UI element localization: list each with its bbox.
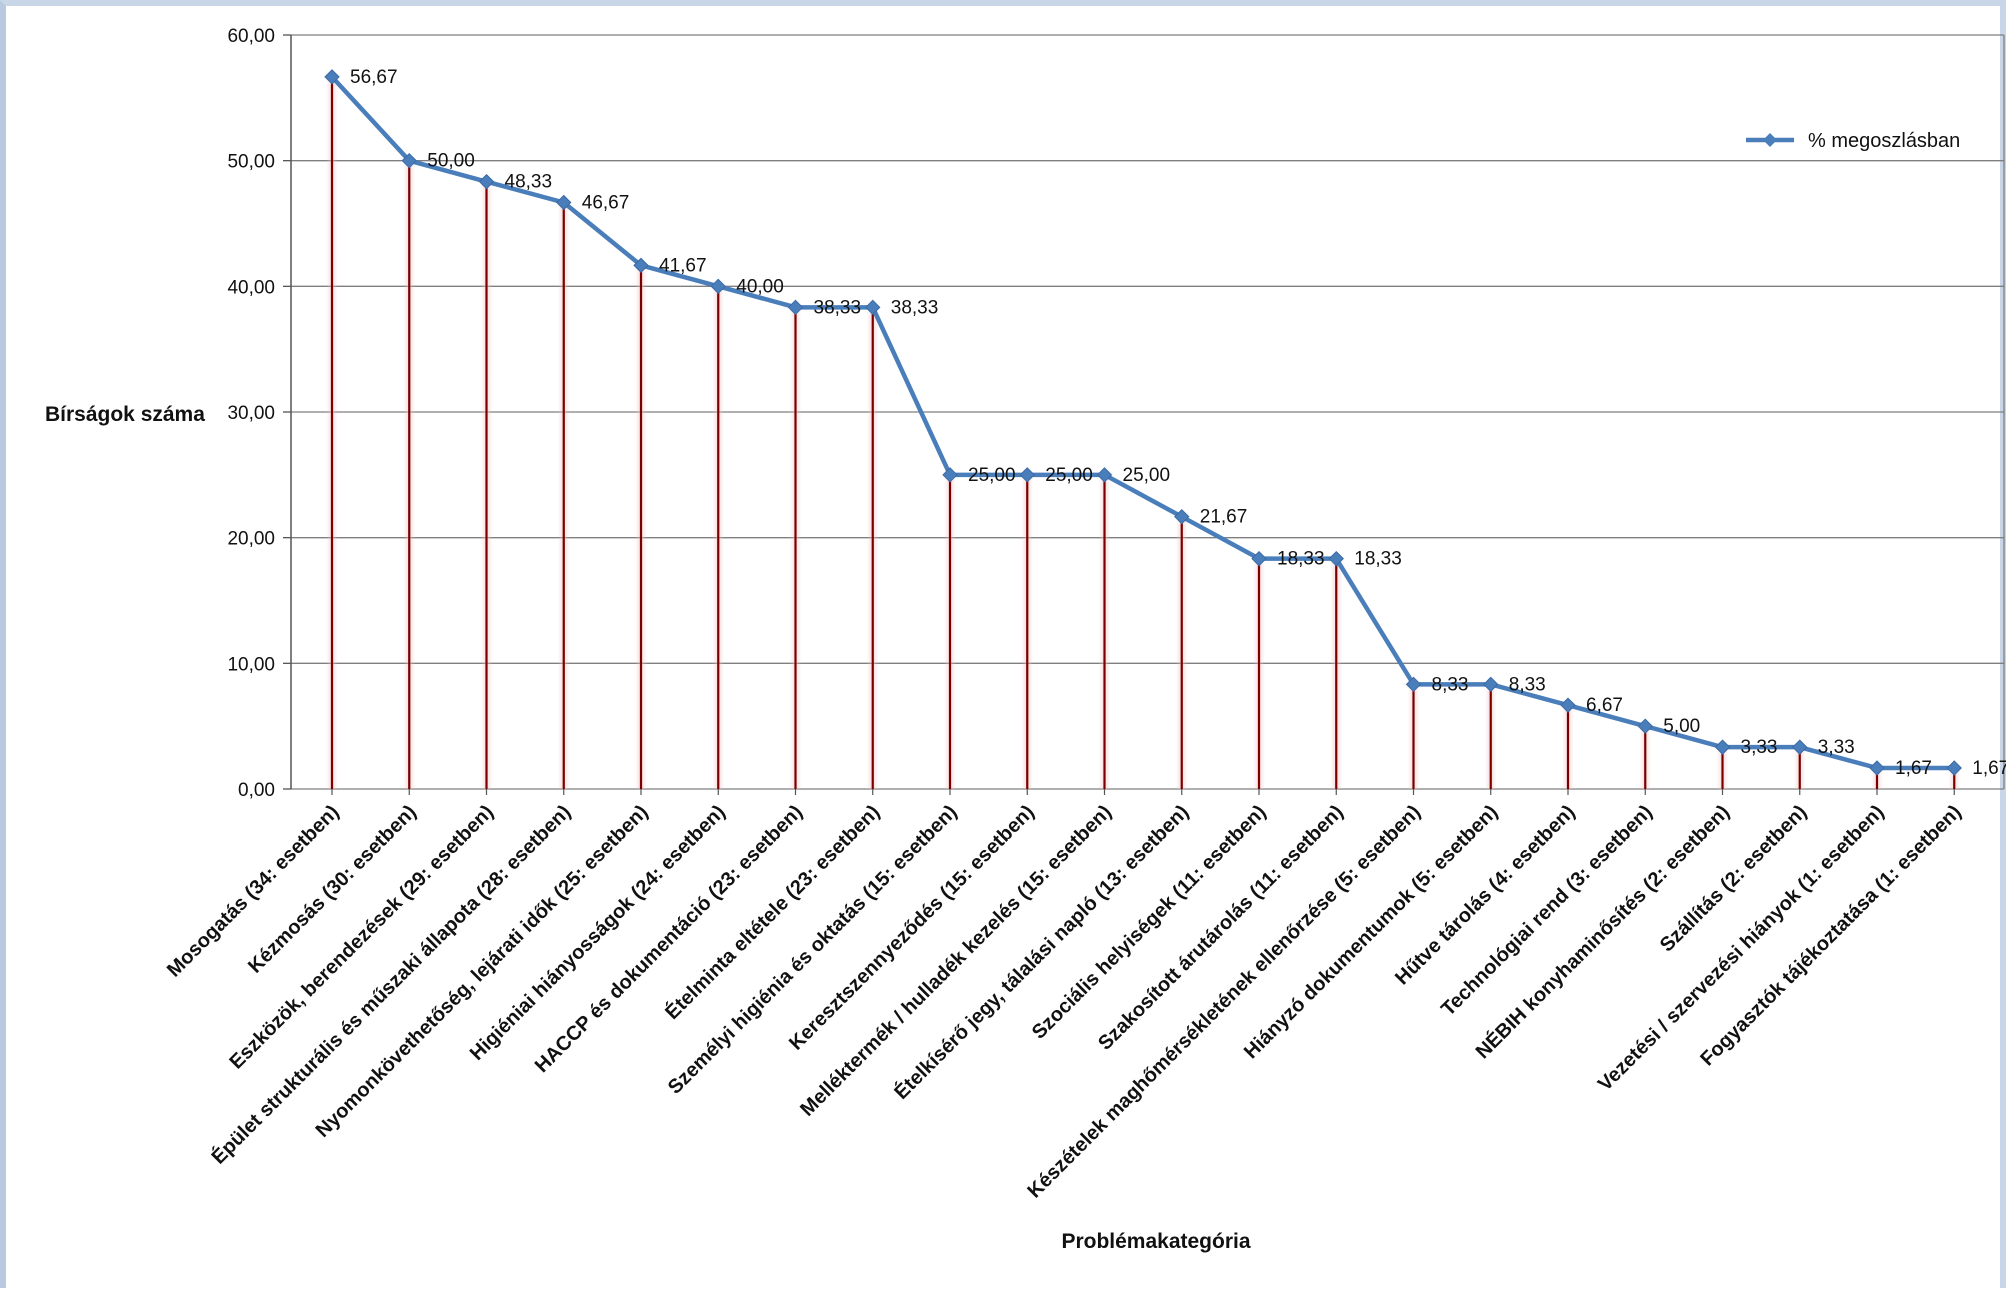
data-label: 6,67	[1586, 695, 1623, 716]
x-tick-label: Szállítás (2: esetben)	[1656, 801, 1811, 956]
data-label: 41,67	[659, 255, 707, 276]
y-tick-label: 30,00	[227, 403, 275, 424]
data-point	[1714, 739, 1731, 755]
data-label: 18,33	[1354, 549, 1402, 570]
data-point	[865, 299, 881, 316]
x-tick-label: Vezetési / szervezési hiányok (1: esetbe…	[1594, 801, 1889, 1096]
data-label: 1,67	[1972, 758, 2006, 779]
data-point	[1096, 467, 1113, 483]
data-label: 50,00	[427, 151, 475, 172]
legend-label: % megoszlásban	[1808, 130, 1960, 152]
data-label: 40,00	[736, 276, 784, 297]
y-tick-label: 0,00	[238, 780, 275, 801]
series-line	[330, 75, 1955, 771]
data-point	[1251, 550, 1267, 567]
data-label: 25,00	[1045, 465, 1093, 486]
x-axis-ticks: Mosogatás (34: esetben)Kézmosás (30: ese…	[163, 789, 1966, 1202]
data-label: 1,67	[1895, 758, 1932, 779]
data-point	[787, 299, 804, 316]
plot-area	[290, 35, 2005, 789]
data-label: 21,67	[1200, 507, 1248, 528]
y-axis-ticks: 0,00 10,00 20,00 30,00 40,00 50,00 60,00	[227, 26, 275, 801]
data-point	[1019, 467, 1035, 483]
data-label: 38,33	[891, 297, 939, 318]
data-label: 56,67	[350, 67, 398, 88]
data-label: 8,33	[1432, 674, 1469, 695]
y-tick-label: 40,00	[227, 277, 275, 298]
y-tick-label: 50,00	[227, 152, 275, 173]
data-point	[710, 278, 726, 295]
data-point	[633, 257, 649, 274]
markers	[324, 69, 1962, 776]
x-axis-title: Problémakategória	[1061, 1230, 1250, 1253]
x-tick-label: HACCP és dokumentáció (23: esetben)	[531, 801, 807, 1077]
data-point	[1946, 760, 1962, 776]
y-tick-label: 60,00	[227, 26, 275, 47]
x-tick-label: Személyi higiénia és oktatás (15: esetbe…	[664, 801, 962, 1099]
data-point	[1792, 739, 1808, 755]
data-label: 3,33	[1741, 737, 1778, 758]
data-label: 3,33	[1818, 737, 1855, 758]
data-point	[1328, 550, 1344, 567]
data-label: 8,33	[1509, 674, 1546, 695]
data-label: 5,00	[1663, 716, 1700, 737]
data-label: 48,33	[505, 172, 553, 193]
data-point	[556, 194, 572, 211]
x-tick-label: Ételkísérő jegy, tálalási napló (13: ese…	[890, 800, 1194, 1104]
data-point	[478, 173, 495, 190]
x-tick-label: Fogyasztók tájékoztatása (1: esetben)	[1696, 801, 1965, 1070]
data-label: 25,00	[1123, 465, 1171, 486]
data-point	[942, 467, 958, 483]
x-tick-label: Eszközök, berendezések (29: esetben)	[225, 801, 498, 1074]
y-axis-title: Bírságok száma	[45, 403, 205, 426]
data-point	[1174, 508, 1190, 525]
data-point	[1483, 676, 1499, 693]
chart: 56,67 50,00 48,33 46,67 41,67 40,00 38,33 38,33…	[45, 26, 2006, 1253]
data-point	[1405, 676, 1422, 693]
legend: % megoszlásban	[1746, 130, 1960, 152]
data-label: 46,67	[582, 193, 630, 214]
series-line-layer	[330, 75, 1955, 771]
data-label: 25,00	[968, 465, 1016, 486]
x-tick-label: Épület strukturális és műszaki állapota …	[207, 800, 575, 1168]
y-tick-label: 10,00	[227, 654, 275, 675]
data-point	[401, 152, 417, 169]
data-labels: 56,67 50,00 48,33 46,67 41,67 40,00 38,33 38,33…	[350, 67, 2006, 779]
gridlines	[283, 34, 2004, 790]
legend-marker	[1763, 133, 1777, 147]
y-tick-label: 20,00	[227, 529, 275, 550]
data-point	[324, 69, 340, 85]
data-point	[1869, 760, 1885, 776]
data-label: 18,33	[1277, 549, 1325, 570]
data-point	[1560, 697, 1576, 713]
data-label: 38,33	[814, 297, 862, 318]
data-point	[1637, 718, 1653, 734]
drop-lines	[326, 76, 1961, 790]
